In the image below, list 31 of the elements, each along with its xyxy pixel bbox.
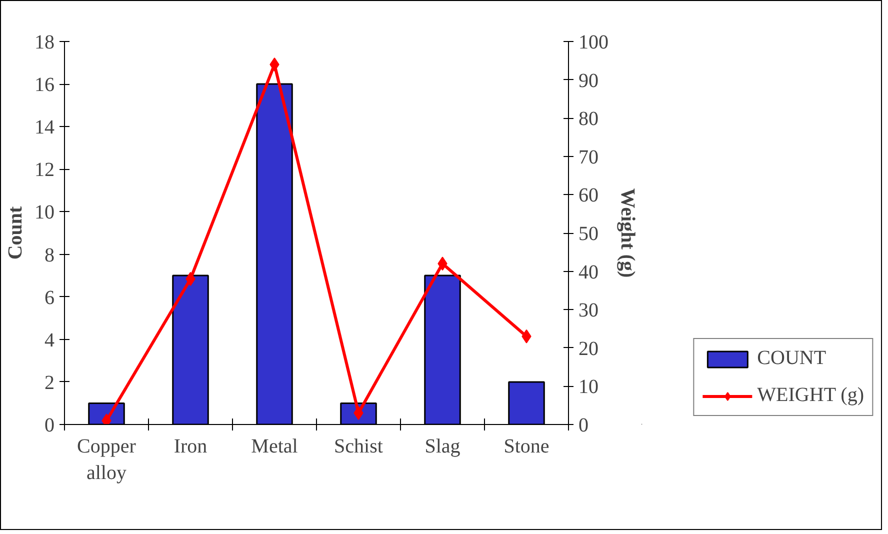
y-tick-label: 0 <box>44 414 54 436</box>
y2-tick-label: 50 <box>578 223 598 245</box>
y-tick-label: 14 <box>34 116 54 139</box>
y-axis-title: Count <box>4 206 26 260</box>
y-tick-label: 6 <box>44 286 54 309</box>
y2-tick-label: 60 <box>578 184 598 207</box>
y2-tick-label: 20 <box>578 338 598 360</box>
legend-label: COUNT <box>757 347 826 370</box>
legend-label: WEIGHT (g) <box>757 384 864 407</box>
x-tick-label: Schist <box>334 436 384 458</box>
y2-tick-label: 0 <box>578 414 588 436</box>
y2-tick-label: 80 <box>578 108 598 130</box>
y-tick-label: 18 <box>34 32 54 54</box>
y-tick-label: 8 <box>44 244 54 266</box>
y-tick-label: 4 <box>44 329 54 352</box>
y-tick-label: 12 <box>34 159 54 182</box>
y2-tick-label: 90 <box>578 70 598 92</box>
y-tick-label: 2 <box>44 372 54 394</box>
x-tick-label: Metal <box>251 436 298 458</box>
y-tick-label: 16 <box>34 74 54 96</box>
x-tick-label: Stone <box>504 436 550 458</box>
y2-tick-label: 70 <box>578 146 598 168</box>
y2-axis-title: Weight (g) <box>616 188 638 278</box>
y2-tick-label: 100 <box>578 32 608 54</box>
x-tick-label: Copper alloy <box>77 436 136 484</box>
y2-tick-label: 10 <box>578 376 598 398</box>
y2-tick-label: 30 <box>578 300 598 322</box>
x-tick-label: Iron <box>174 436 208 458</box>
y-tick-label: 10 <box>34 202 54 224</box>
x-tick-label: Slag <box>424 436 460 458</box>
y2-tick-label: 40 <box>578 261 598 284</box>
